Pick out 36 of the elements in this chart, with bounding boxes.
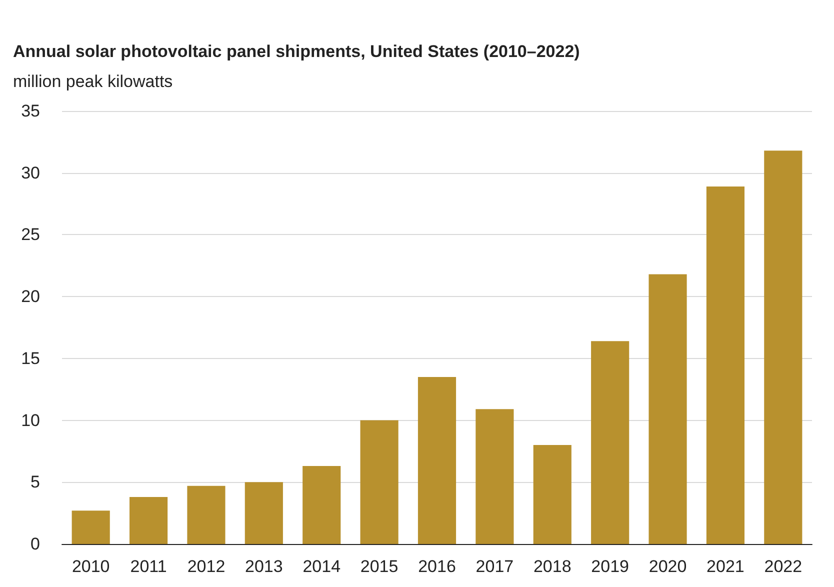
x-tick-label: 2014 xyxy=(302,557,341,576)
bar xyxy=(706,186,744,544)
y-tick-label: 0 xyxy=(30,534,40,554)
x-tick-label: 2021 xyxy=(706,557,744,576)
y-tick-label: 5 xyxy=(30,472,40,492)
x-tick-label: 2016 xyxy=(418,557,456,576)
x-tick-label: 2022 xyxy=(764,557,802,576)
x-tick-label: 2012 xyxy=(187,557,226,576)
x-tick-label: 2018 xyxy=(533,557,572,576)
bar xyxy=(302,466,341,544)
bar xyxy=(72,510,110,544)
y-tick-label: 30 xyxy=(21,163,40,182)
x-tick-label: 2019 xyxy=(591,557,629,576)
y-tick-label: 35 xyxy=(21,102,40,120)
y-tick-label: 20 xyxy=(21,287,40,306)
x-tick-label: 2010 xyxy=(72,557,110,576)
bar xyxy=(648,274,687,544)
y-axis-title: million peak kilowatts xyxy=(13,72,173,91)
x-tick-label: 2013 xyxy=(245,557,283,576)
x-tick-label: 2011 xyxy=(130,557,167,576)
bar xyxy=(418,376,456,544)
x-tick-label: 2020 xyxy=(648,557,687,576)
x-tick-label: 2017 xyxy=(476,557,514,576)
y-tick-label: 10 xyxy=(21,410,40,430)
bar xyxy=(244,482,283,544)
chart-title: Annual solar photovoltaic panel shipments, United States (2010–2022) xyxy=(13,42,580,61)
bar xyxy=(764,150,802,544)
bar xyxy=(360,420,398,544)
bar xyxy=(187,486,226,544)
bar xyxy=(476,409,514,544)
y-tick-label: 25 xyxy=(21,225,40,244)
bar xyxy=(591,341,630,544)
y-tick-label: 15 xyxy=(21,348,40,368)
bar xyxy=(533,445,572,544)
bar xyxy=(130,496,168,544)
x-tick-label: 2015 xyxy=(360,557,398,576)
